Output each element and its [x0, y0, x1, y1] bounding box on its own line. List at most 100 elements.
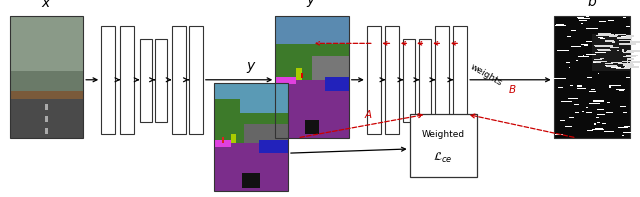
Bar — [45, 128, 48, 134]
Bar — [625, 66, 628, 67]
Bar — [586, 28, 598, 29]
Bar — [101, 26, 115, 134]
Bar — [627, 52, 634, 53]
Bar — [557, 50, 569, 51]
Text: weights: weights — [469, 62, 504, 88]
Bar — [577, 85, 582, 87]
Bar — [560, 120, 565, 121]
Bar — [600, 58, 604, 59]
Bar — [612, 67, 614, 68]
Bar — [172, 26, 186, 134]
Bar — [557, 87, 563, 88]
Bar — [612, 41, 614, 43]
Bar — [593, 60, 607, 62]
Bar — [45, 116, 48, 122]
Bar — [617, 37, 632, 39]
Bar — [620, 37, 631, 38]
Bar — [589, 38, 590, 39]
Bar — [596, 35, 611, 36]
Bar — [419, 39, 431, 122]
Bar — [609, 35, 616, 36]
Bar — [214, 143, 288, 191]
Bar — [594, 45, 598, 46]
Bar — [604, 131, 614, 132]
Bar — [626, 77, 630, 78]
Bar — [625, 67, 634, 68]
Bar — [594, 59, 602, 60]
Bar — [622, 49, 624, 52]
Bar — [605, 63, 613, 64]
Bar — [609, 86, 611, 88]
Bar — [367, 26, 381, 134]
Bar — [596, 62, 602, 63]
Bar — [564, 126, 572, 127]
Bar — [214, 83, 288, 191]
Bar — [312, 56, 349, 81]
Bar — [588, 130, 593, 131]
Bar — [589, 103, 600, 104]
Bar — [598, 37, 603, 38]
Bar — [584, 45, 588, 46]
Bar — [595, 128, 604, 130]
Bar — [605, 40, 614, 42]
Bar — [623, 132, 632, 133]
Bar — [626, 55, 637, 56]
Bar — [619, 43, 636, 45]
Bar — [10, 95, 83, 138]
Bar — [607, 66, 618, 67]
Bar — [140, 39, 152, 122]
Bar — [623, 64, 634, 66]
Bar — [555, 134, 563, 135]
Bar — [592, 129, 604, 130]
Bar — [403, 39, 415, 122]
Bar — [275, 44, 349, 81]
Bar — [602, 50, 611, 51]
Bar — [214, 99, 240, 118]
Bar — [596, 117, 599, 118]
Bar — [630, 41, 639, 43]
Bar — [596, 35, 612, 36]
Bar — [244, 124, 288, 143]
Bar — [620, 43, 621, 45]
Text: $x$: $x$ — [42, 0, 52, 10]
Bar — [579, 20, 588, 21]
Bar — [604, 109, 613, 110]
Bar — [301, 73, 303, 78]
Bar — [627, 60, 628, 63]
Bar — [586, 54, 596, 55]
Bar — [588, 44, 595, 45]
Bar — [614, 34, 627, 35]
Bar — [586, 112, 593, 113]
Text: $y$: $y$ — [246, 60, 257, 75]
Bar — [589, 91, 596, 92]
Bar — [618, 50, 619, 51]
Bar — [593, 56, 595, 57]
Bar — [120, 26, 134, 134]
Bar — [155, 39, 167, 122]
Bar — [577, 88, 586, 89]
Bar — [600, 45, 614, 47]
Bar — [10, 16, 83, 138]
Bar — [597, 48, 610, 50]
Text: Weighted: Weighted — [422, 130, 465, 139]
Bar — [626, 51, 627, 52]
Bar — [570, 85, 573, 86]
Bar — [608, 20, 614, 21]
Bar — [555, 25, 566, 26]
Bar — [621, 36, 630, 37]
Bar — [593, 62, 596, 63]
Bar — [575, 112, 579, 113]
Bar — [556, 24, 564, 26]
Bar — [595, 46, 609, 47]
Bar — [10, 71, 83, 95]
Text: $\mathcal{L}_{ce}$: $\mathcal{L}_{ce}$ — [433, 151, 453, 165]
Bar — [626, 26, 630, 27]
Bar — [45, 104, 48, 110]
Bar — [611, 62, 622, 63]
Bar — [598, 33, 603, 35]
Bar — [616, 89, 625, 90]
Bar — [567, 36, 572, 37]
Bar — [595, 52, 607, 53]
Bar — [627, 61, 631, 62]
Bar — [598, 21, 606, 22]
